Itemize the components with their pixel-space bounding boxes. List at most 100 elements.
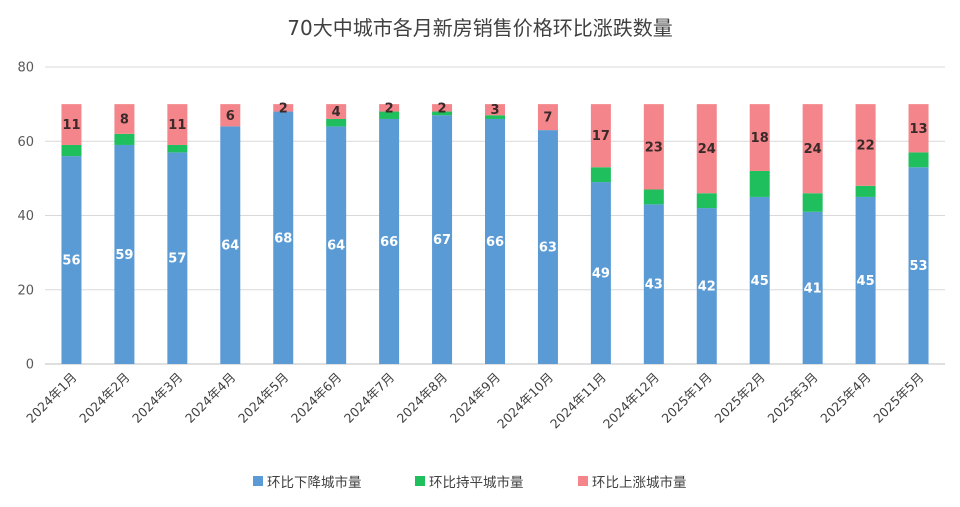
x-tick-label: 2025年4月 — [817, 370, 873, 426]
data-label-series-0: 68 — [274, 231, 292, 246]
bar-segment-series-0 — [61, 156, 82, 364]
x-tick-label: 2025年1月 — [658, 370, 714, 426]
bar-segment-series-0 — [802, 211, 823, 364]
bar-segment-series-0 — [432, 115, 453, 364]
bar-segment-series-2 — [326, 104, 347, 119]
bar-segment-series-2 — [537, 104, 558, 131]
data-label-series-2: 11 — [62, 118, 80, 133]
data-label-series-0: 53 — [909, 259, 927, 274]
y-tick-label: 80 — [17, 61, 34, 76]
bar-segment-series-2 — [696, 104, 717, 194]
legend-label-rise: 环比上涨城市量 — [592, 474, 687, 491]
bar-segment-series-0 — [537, 130, 558, 364]
legend: 环比下降城市量 环比持平城市量 环比上涨城市量 — [253, 474, 687, 491]
data-label-series-2: 18 — [751, 131, 769, 146]
chart-title: 70大中城市各月新房销售价格环比涨跌数量 — [287, 16, 672, 40]
bar-segment-series-1 — [432, 111, 453, 116]
x-tick-label: 2024年4月 — [182, 370, 238, 426]
bar-segment-series-0 — [167, 152, 188, 364]
data-label-series-2: 7 — [543, 111, 552, 126]
bar-segment-series-0 — [326, 126, 347, 365]
bar-segment-series-2 — [590, 104, 611, 168]
x-tick-label: 2024年7月 — [341, 370, 397, 426]
data-label-series-0: 57 — [168, 252, 186, 267]
bar-segment-series-0 — [696, 208, 717, 364]
data-label-series-0: 63 — [539, 241, 557, 256]
data-label-series-0: 49 — [592, 267, 610, 282]
data-label-series-0: 67 — [433, 233, 451, 248]
bar-segment-series-2 — [220, 104, 241, 127]
bar-segment-series-0 — [855, 196, 876, 364]
legend-swatch-rise — [578, 476, 588, 486]
bar-segment-series-0 — [114, 144, 135, 364]
bar-segment-series-1 — [802, 193, 823, 212]
x-axis-tick-labels: 2024年1月2024年2月2024年3月2024年4月2024年5月2024年… — [23, 370, 926, 432]
data-label-series-2: 11 — [168, 118, 186, 133]
bar-segment-series-2 — [432, 104, 453, 112]
data-label-series-0: 66 — [486, 235, 504, 250]
bar-segment-series-0 — [273, 111, 294, 364]
bar-segment-series-2 — [114, 104, 135, 134]
x-tick-label: 2024年10月 — [494, 370, 556, 432]
data-label-series-0: 66 — [380, 235, 398, 250]
bar-segment-series-0 — [643, 204, 664, 364]
x-tick-label: 2024年12月 — [600, 370, 662, 432]
data-label-series-2: 4 — [332, 105, 341, 120]
data-label-series-2: 24 — [804, 142, 822, 157]
y-tick-label: 20 — [17, 283, 34, 298]
bar-segment-series-0 — [590, 182, 611, 364]
bar-segment-series-1 — [643, 189, 664, 205]
x-tick-label: 2024年3月 — [129, 370, 185, 426]
bar-segment-series-0 — [379, 118, 400, 364]
bar-segment-series-1 — [379, 111, 400, 119]
data-label-series-0: 45 — [857, 274, 875, 289]
data-label-series-0: 56 — [62, 254, 80, 269]
x-tick-label: 2024年9月 — [447, 370, 503, 426]
bar-segment-series-1 — [908, 152, 929, 168]
x-tick-label: 2024年2月 — [76, 370, 132, 426]
bar-segment-series-1 — [485, 115, 505, 119]
data-label-series-2: 2 — [279, 101, 288, 116]
data-label-series-0: 59 — [115, 248, 133, 263]
data-label-series-2: 13 — [909, 122, 927, 137]
legend-swatch-decline — [253, 476, 263, 486]
x-tick-label: 2024年6月 — [288, 370, 344, 426]
x-tick-label: 2025年3月 — [764, 370, 820, 426]
bar-segment-series-1 — [855, 185, 876, 197]
bar-segments — [61, 104, 929, 365]
data-label-series-2: 22 — [857, 138, 875, 153]
bar-segment-series-2 — [643, 104, 664, 190]
bar-segment-series-0 — [908, 167, 929, 364]
bar-segment-series-2 — [908, 104, 929, 153]
data-label-series-0: 45 — [751, 274, 769, 289]
x-tick-label: 2025年2月 — [711, 370, 767, 426]
data-label-series-2: 3 — [490, 103, 499, 118]
bar-segment-series-0 — [485, 118, 505, 364]
bar-segment-series-2 — [749, 104, 770, 171]
data-labels: 56 11 59 8 57 11 64 6 68 2 64 4 66 2 67 2 66 3 63 7 49 17 43 23… — [62, 101, 927, 296]
y-tick-label: 40 — [17, 209, 34, 224]
data-label-series-0: 64 — [221, 239, 239, 254]
bar-segment-series-1 — [590, 167, 611, 183]
x-tick-label: 2025年5月 — [870, 370, 926, 426]
bar-segment-series-2 — [855, 104, 876, 186]
bar-segment-series-1 — [326, 118, 347, 127]
legend-label-decline: 环比下降城市量 — [267, 474, 362, 491]
data-label-series-2: 8 — [120, 112, 129, 127]
y-tick-label: 60 — [17, 135, 34, 150]
y-axis-tick-labels: 0 20 40 60 80 — [17, 61, 34, 373]
data-label-series-2: 24 — [698, 142, 716, 157]
bar-segment-series-1 — [167, 144, 188, 153]
legend-label-flat: 环比持平城市量 — [429, 474, 524, 491]
data-label-series-2: 17 — [592, 129, 610, 144]
bar-segment-series-1 — [61, 144, 82, 157]
bar-segment-series-2 — [61, 104, 82, 145]
x-tick-label: 2024年1月 — [23, 370, 79, 426]
data-label-series-0: 43 — [645, 278, 663, 293]
bar-segment-series-1 — [114, 133, 135, 145]
bar-segment-series-1 — [696, 193, 717, 209]
bar-segment-series-2 — [167, 104, 188, 145]
legend-swatch-flat — [415, 476, 425, 486]
data-label-series-2: 2 — [385, 101, 394, 116]
data-label-series-0: 41 — [804, 281, 822, 296]
